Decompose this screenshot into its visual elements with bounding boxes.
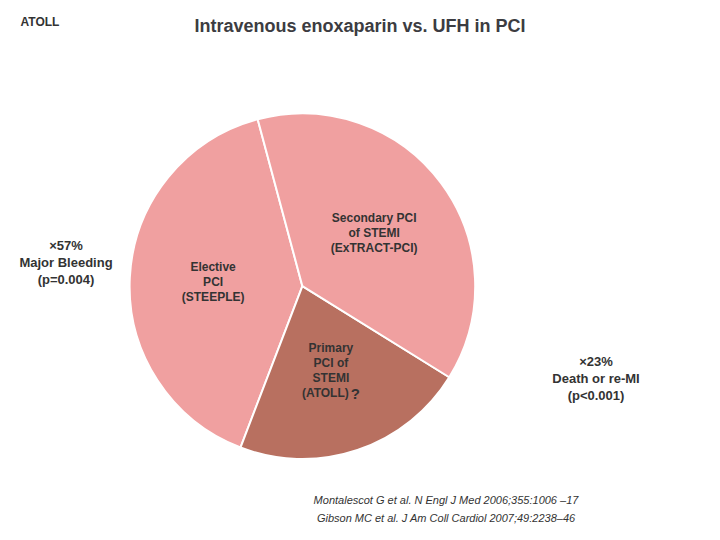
svg-text:Intravenous enoxaparin vs. UFH: Intravenous enoxaparin vs. UFH in PCI	[194, 16, 525, 36]
svg-text:Major Bleeding: Major Bleeding	[19, 255, 112, 270]
svg-text:Gibson MC et al. J Am Coll Car: Gibson MC et al. J Am Coll Cardiol 2007;…	[317, 512, 576, 524]
svg-text:ATOLL: ATOLL	[21, 15, 60, 29]
svg-text:×57%: ×57%	[49, 238, 83, 253]
svg-text:?: ?	[351, 385, 360, 402]
svg-text:(ExTRACT-PCI): (ExTRACT-PCI)	[331, 241, 418, 255]
svg-text:Elective: Elective	[190, 260, 236, 274]
svg-text:(p<0.001): (p<0.001)	[568, 388, 625, 403]
svg-text:(ATOLL): (ATOLL)	[302, 386, 349, 400]
svg-text:Death or re-MI: Death or re-MI	[552, 371, 639, 386]
svg-text:×23%: ×23%	[579, 354, 613, 369]
svg-text:PCI: PCI	[203, 275, 223, 289]
svg-text:Montalescot G et al. N Engl J: Montalescot G et al. N Engl J Med 2006;3…	[314, 494, 580, 506]
svg-text:of STEMI: of STEMI	[349, 226, 400, 240]
svg-text:PCI of: PCI of	[314, 356, 350, 370]
svg-text:Secondary PCI: Secondary PCI	[332, 211, 417, 225]
svg-text:(STEEPLE): (STEEPLE)	[182, 290, 245, 304]
svg-text:Primary: Primary	[309, 341, 354, 355]
svg-text:(p=0.004): (p=0.004)	[38, 272, 95, 287]
svg-text:STEMI: STEMI	[313, 371, 350, 385]
